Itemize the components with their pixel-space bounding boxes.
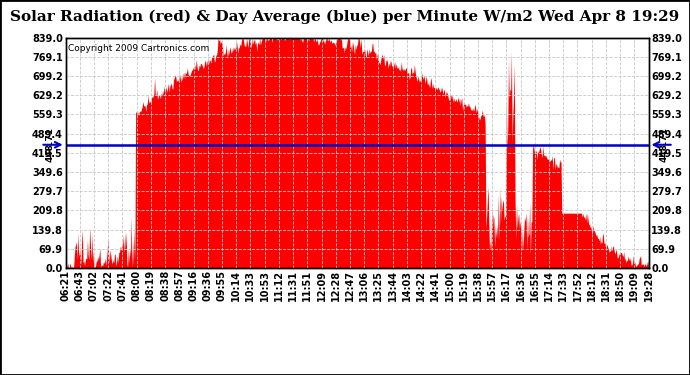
Text: 448.71: 448.71 (46, 127, 55, 162)
Text: Solar Radiation (red) & Day Average (blue) per Minute W/m2 Wed Apr 8 19:29: Solar Radiation (red) & Day Average (blu… (10, 9, 680, 24)
Text: 448.71: 448.71 (659, 127, 668, 162)
Text: Copyright 2009 Cartronics.com: Copyright 2009 Cartronics.com (68, 44, 210, 53)
